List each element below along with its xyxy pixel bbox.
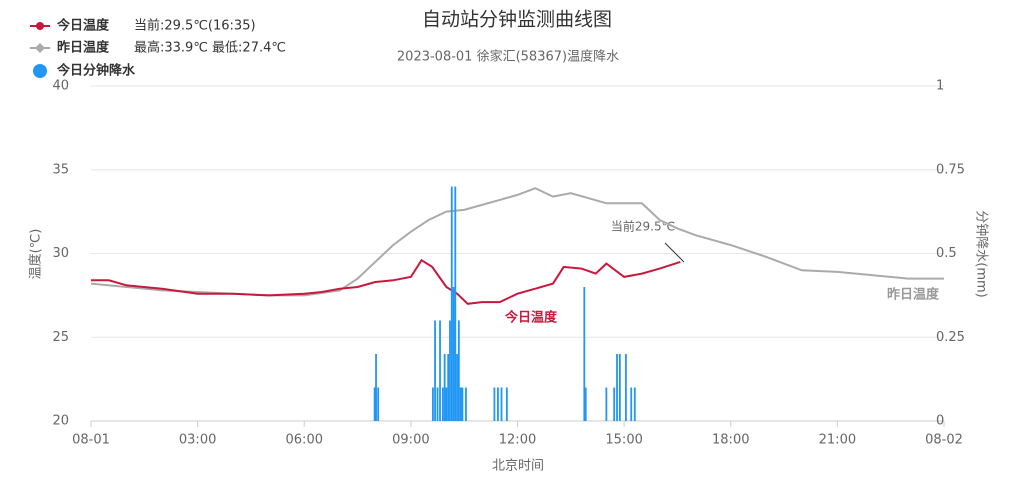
legend-info: 最高:33.9℃ 最低:27.4℃ xyxy=(134,40,286,56)
rain-bar xyxy=(432,387,434,421)
x-tick-label: 06:00 xyxy=(286,433,323,448)
rain-bar xyxy=(452,287,455,421)
x-tick-label: 15:00 xyxy=(605,433,642,448)
annotation: 昨日温度 xyxy=(887,287,940,303)
temperature-line xyxy=(90,187,944,297)
y2-tick-label: 0.25 xyxy=(936,330,965,345)
legend-marker xyxy=(33,64,47,78)
x-axis-title: 北京时间 xyxy=(492,459,544,474)
rain-bar xyxy=(441,387,444,421)
rain-bar xyxy=(436,387,439,421)
x-tick-label: 08-02 xyxy=(925,433,963,448)
legend-label[interactable]: 今日温度 xyxy=(56,18,110,34)
chart-subtitle: 2023-08-01 徐家汇(58367)温度降水 xyxy=(397,49,619,65)
rain-bar xyxy=(459,387,462,421)
rain-bar xyxy=(434,320,436,421)
rain-bar xyxy=(461,387,464,421)
x-tick-label: 03:00 xyxy=(179,433,216,448)
rain-bar xyxy=(618,354,621,421)
x-tick-label: 09:00 xyxy=(392,433,429,448)
y2-tick-label: 0.5 xyxy=(936,246,957,261)
rain-bar xyxy=(505,387,508,421)
annotation: 当前29.5℃ xyxy=(611,219,675,234)
chart-title: 自动站分钟监测曲线图 xyxy=(422,9,612,31)
rain-bar xyxy=(439,320,441,421)
y2-axis-title: 分钟降水(mm) xyxy=(974,210,990,297)
rain-bar xyxy=(497,387,499,421)
rain-bar xyxy=(613,387,616,421)
rain-bar xyxy=(630,387,633,421)
y-tick-label: 35 xyxy=(52,162,69,177)
rain-bar xyxy=(456,354,458,421)
temperature-line xyxy=(91,258,681,305)
y-tick-label: 40 xyxy=(52,79,69,94)
y-tick-label: 30 xyxy=(52,246,69,261)
rain-bar xyxy=(457,320,460,421)
rain-bar xyxy=(583,287,586,421)
rain-bar xyxy=(447,354,450,421)
rain-bar xyxy=(373,387,376,421)
legend-marker xyxy=(36,22,44,30)
rain-bar xyxy=(465,387,467,421)
annotation: 今日温度 xyxy=(504,310,558,326)
y-tick-label: 20 xyxy=(52,414,69,429)
x-tick-label: 12:00 xyxy=(499,433,536,448)
annotation-line xyxy=(664,242,685,263)
rain-bar xyxy=(605,387,608,421)
rain-bar xyxy=(377,387,380,421)
rain-bar xyxy=(616,354,618,421)
legend-info: 当前:29.5℃(16:35) xyxy=(134,18,256,34)
rain-bar xyxy=(445,387,448,421)
rain-bar xyxy=(493,387,496,421)
x-tick-label: 21:00 xyxy=(819,433,856,448)
y-tick-label: 25 xyxy=(52,330,69,345)
rain-bar xyxy=(500,387,503,421)
legend-label[interactable]: 昨日温度 xyxy=(57,40,110,56)
rain-bar xyxy=(443,354,446,421)
y2-tick-label: 1 xyxy=(936,79,944,94)
rain-bar xyxy=(633,387,636,421)
rain-bar xyxy=(625,354,627,421)
rain-bar xyxy=(449,320,451,421)
y-axis-title: 温度(℃) xyxy=(28,229,44,280)
rain-bar xyxy=(454,186,457,421)
legend-label[interactable]: 今日分钟降水 xyxy=(56,63,136,79)
rain-bar xyxy=(584,387,587,421)
x-tick-label: 08-01 xyxy=(72,433,110,448)
x-tick-label: 18:00 xyxy=(712,433,749,448)
rain-bar xyxy=(375,354,377,421)
legend-marker xyxy=(35,43,45,53)
y2-tick-label: 0.75 xyxy=(936,162,965,177)
rain-bar xyxy=(450,186,453,421)
y2-tick-label: 0 xyxy=(936,414,944,429)
